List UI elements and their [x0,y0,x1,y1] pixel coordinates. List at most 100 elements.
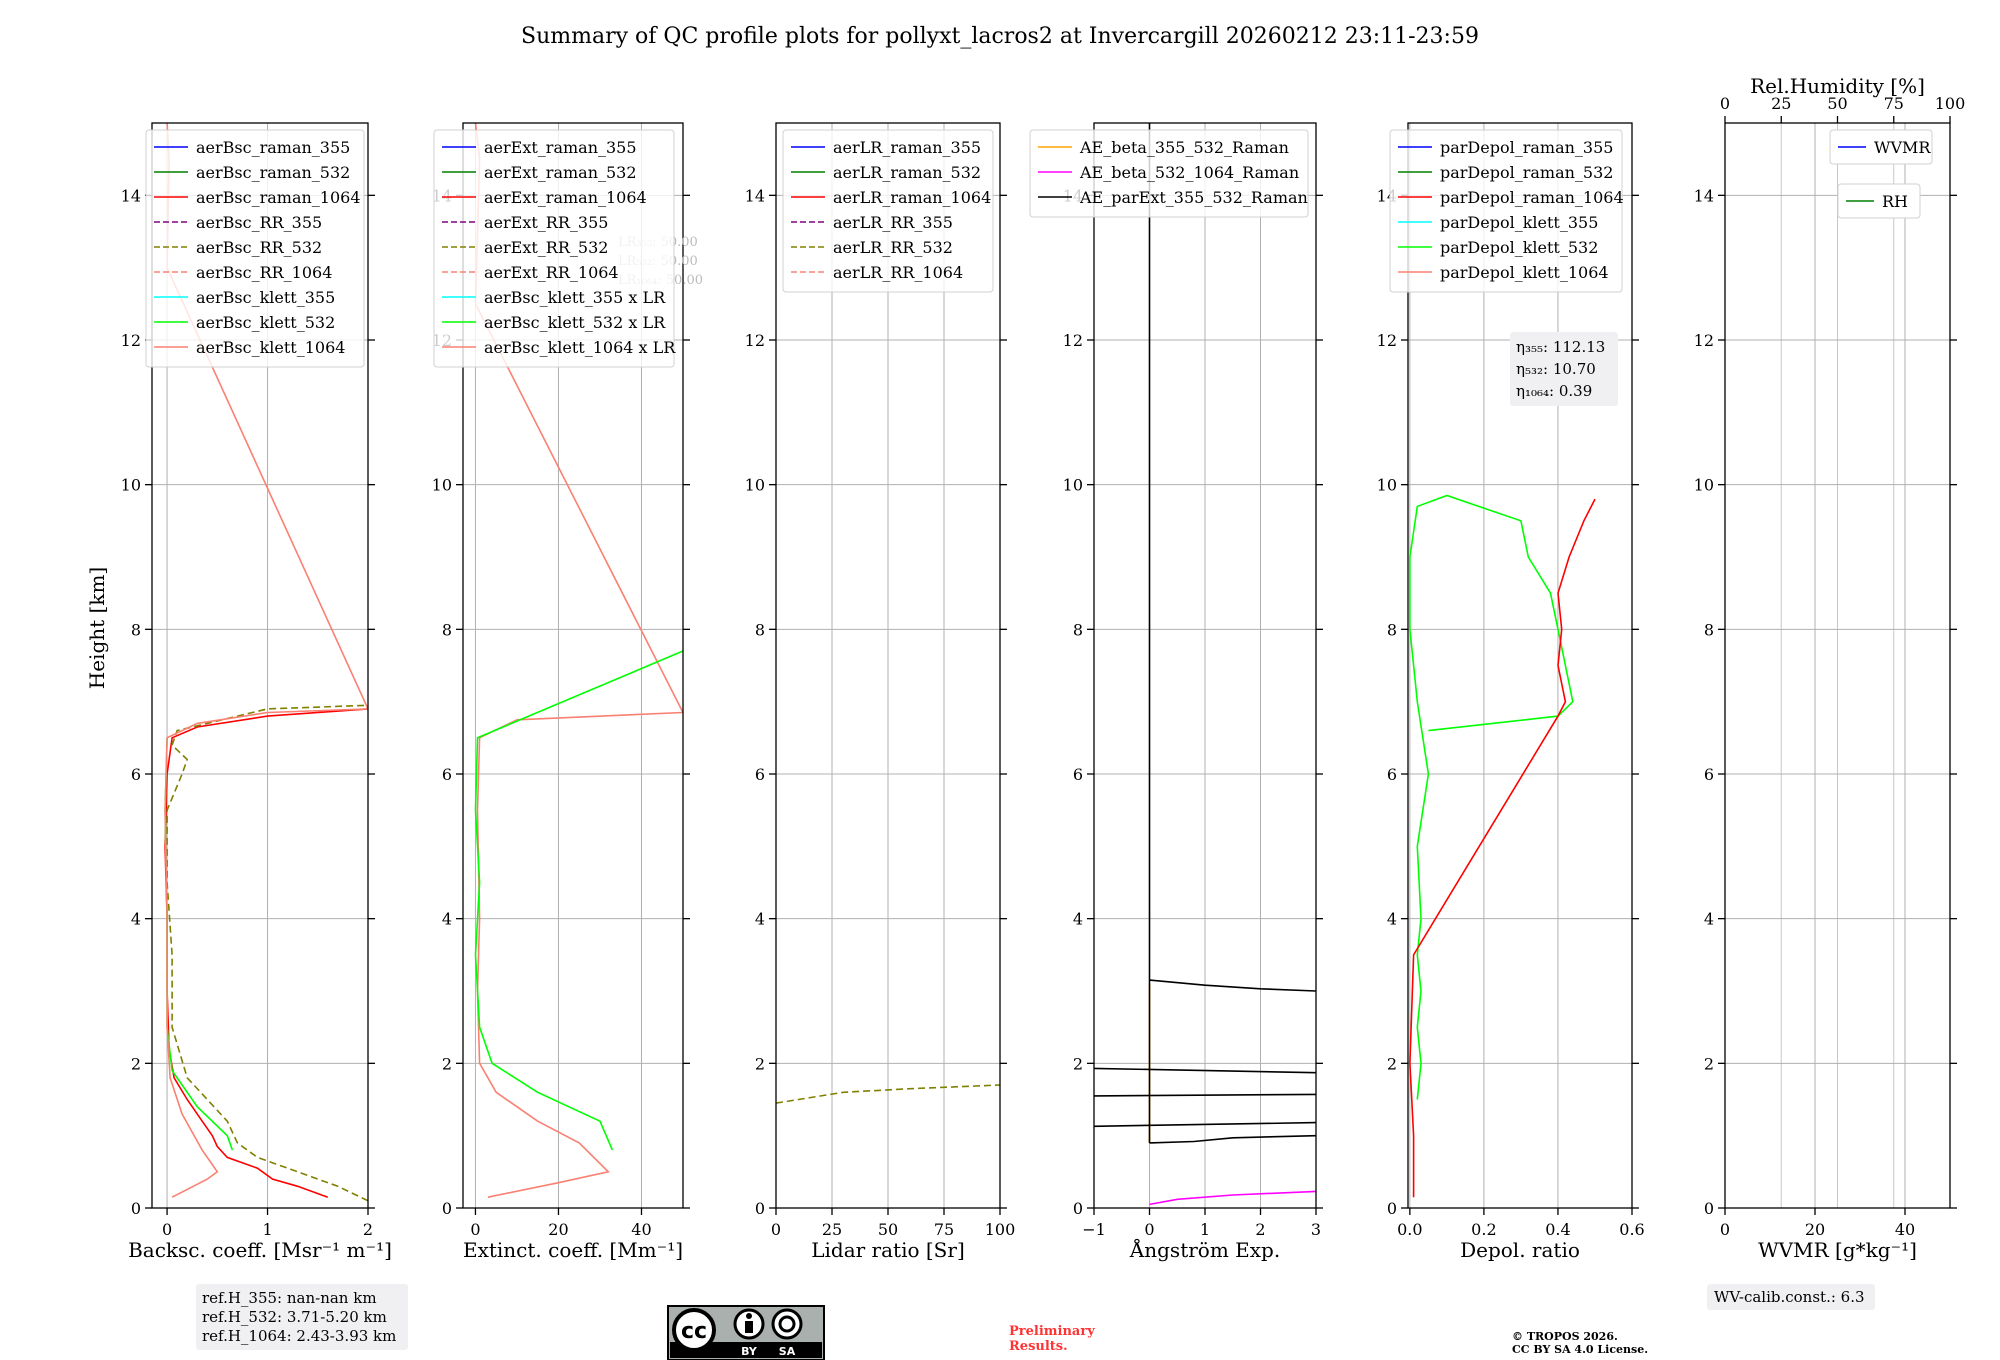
panel-wvmr: 0 20 40 0 2 4 6 8 10 12 14 WVMR [g*kg⁻¹] 0 25 50 75 100 R… [1694,74,1966,1262]
series-group [1409,494,1596,1198]
y-tick-label: 4 [755,910,765,929]
y-tick-label: 14 [745,186,765,205]
copyright-line-1: © TROPOS 2026. [1512,1330,1618,1343]
y-tick-label: 6 [755,765,765,784]
y-tick-label: 10 [1694,476,1714,495]
legend-label: aerBsc_klett_1064 [196,338,345,357]
top-x-tick-label: 50 [1827,94,1847,113]
y-tick-label: 6 [1073,765,1083,784]
series-ae-beta-532-1064-raman [1149,1190,1316,1206]
legend-label: aerLR_raman_355 [833,138,981,157]
top-x-tick-label: 0 [1720,94,1730,113]
legend-box [1389,129,1623,293]
y-tick-label: 8 [1073,620,1083,639]
legend-label: aerBsc_raman_1064 [196,188,361,207]
legend-label: aerBsc_klett_532 x LR [484,313,666,332]
legend-label: AE_parExt_355_532_Raman [1079,188,1308,207]
legend-label: parDepol_klett_532 [1440,238,1598,257]
legend-label: parDepol_klett_1064 [1440,263,1609,282]
y-tick-label: 2 [1073,1054,1083,1073]
series-ae-parext-355-532-raman-e [1094,1121,1316,1128]
legend-label: AE_beta_355_532_Raman [1079,138,1289,157]
series-aerbsc-rr-532 [166,704,368,1202]
top-x-tick-label: 25 [1771,94,1791,113]
panel-lidar_ratio: 0 25 50 75 100 0 2 4 6 8 10 12 14 Lidar ratio [Sr] aer… [745,122,1015,1262]
legend-label: parDepol_raman_355 [1440,138,1613,157]
x-tick-label: 25 [822,1220,842,1239]
y-tick-label: 4 [1704,910,1714,929]
series-pardepol-raman-1064 [1409,498,1596,1198]
series-ae-parext-355-532-raman-f [1149,1134,1316,1144]
series-aerbsc-klett-1064 [164,123,368,1198]
legend-label: parDepol_raman_532 [1440,163,1613,182]
x-tick-label: 0 [162,1220,172,1239]
panel-extinction: 0204002468101214Extinct. coeff. [Mm⁻¹]LR… [432,122,703,1262]
y-tick-label: 2 [1387,1054,1397,1073]
y-tick-label: 10 [121,476,141,495]
y-axis-label: Height [km] [85,567,109,689]
top-x-tick-label: 100 [1935,94,1966,113]
series-aerbsc-raman-1064 [164,708,368,1198]
legend-label: aerExt_raman_355 [484,138,637,157]
legend-label: aerBsc_RR_355 [196,213,322,232]
legend-label: AE_beta_532_1064_Raman [1079,163,1299,182]
legend-label: aerExt_RR_1064 [484,263,619,282]
x-tick-label: 0 [1144,1220,1154,1239]
ref-height-532: ref.H_532: 3.71-5.20 km [202,1308,387,1326]
x-tick-label: 2 [1255,1220,1265,1239]
x-tick-label: 0.2 [1471,1220,1496,1239]
x-tick-label: 40 [631,1220,651,1239]
eta-note-box [1510,332,1618,406]
y-tick-label: 10 [432,476,452,495]
y-tick-label: 2 [442,1054,452,1073]
series-ae-parext-355-532-raman-d [1094,1093,1316,1097]
x-tick-label: 1 [1200,1220,1210,1239]
x-tick-label: 40 [1895,1220,1915,1239]
y-tick-label: 2 [755,1054,765,1073]
plot-frame [151,122,369,1209]
wv-calib-text: WV-calib.const.: 6.3 [1714,1288,1865,1306]
y-tick-label: 12 [1694,331,1714,350]
x-tick-label: 75 [934,1220,954,1239]
y-tick-label: 0 [755,1199,765,1218]
x-tick-label: 0.0 [1397,1220,1422,1239]
y-tick-label: 4 [131,910,141,929]
legend-box [782,129,994,293]
y-tick-label: 10 [745,476,765,495]
legend-label: RH [1882,192,1908,211]
y-tick-label: 4 [1387,910,1397,929]
x-tick-label: 0 [771,1220,781,1239]
series-group [164,123,368,1202]
series-aerbsc-klett-532-x-lr [474,650,683,1151]
legend-label: aerBsc_klett_532 [196,313,335,332]
y-tick-label: 12 [745,331,765,350]
x-axis-label: Ångström Exp. [1129,1237,1280,1262]
legend-label: aerBsc_klett_355 [196,288,335,307]
series-aerbsc-klett-532 [164,737,234,1151]
series-group [1094,123,1316,1206]
y-tick-label: 10 [1063,476,1083,495]
legend-label: aerExt_raman_532 [484,163,637,182]
legend-label: aerExt_raman_1064 [484,188,647,207]
panel-angstrom: −1012302468101214Ångström Exp.AE_beta_35… [1029,122,1323,1262]
y-tick-label: 4 [1073,910,1083,929]
legend-label: parDepol_raman_1064 [1440,188,1624,207]
legend-label: aerExt_RR_532 [484,238,608,257]
plot-frame [462,122,684,1209]
y-tick-label: 6 [1387,765,1397,784]
y-tick-label: 0 [442,1199,452,1218]
x-tick-label: 50 [878,1220,898,1239]
preliminary-line-1: Preliminary [1009,1324,1095,1339]
y-tick-label: 0 [1704,1199,1714,1218]
legend-label: aerLR_raman_532 [833,163,981,182]
legend-label: aerBsc_klett_355 x LR [484,288,666,307]
sa-text: SA [779,1345,796,1358]
y-tick-label: 0 [1387,1199,1397,1218]
legend-box [1029,129,1309,218]
copyright-line-2: CC BY SA 4.0 License. [1512,1343,1648,1356]
x-tick-label: 20 [548,1220,568,1239]
y-tick-label: 8 [755,620,765,639]
ref-height-box: ref.H_355: nan-nan km ref.H_532: 3.71-5.… [196,1284,408,1350]
